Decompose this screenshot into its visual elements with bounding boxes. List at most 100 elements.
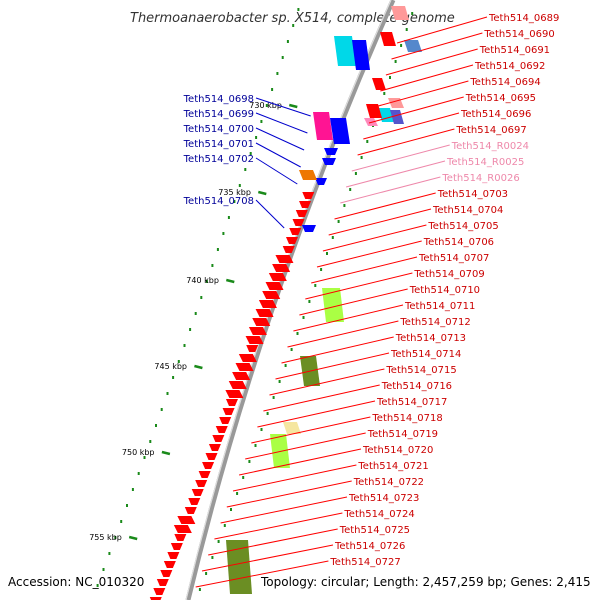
gene-feature (295, 210, 308, 217)
gene-feature (262, 291, 281, 299)
gene-feature (285, 237, 298, 244)
tick-dot (149, 440, 152, 443)
leader-line (374, 80, 469, 108)
gene-feature (173, 525, 192, 533)
gene-feature (163, 561, 176, 568)
tick-dot (260, 120, 263, 123)
gene-feature (248, 327, 267, 335)
gene-label: Teth514_0722 (353, 477, 424, 488)
gene-feature (235, 363, 254, 371)
gene-label: Teth514_0690 (483, 29, 554, 40)
gene-feature (170, 543, 183, 550)
tick-dot (326, 252, 328, 255)
gene-feature (299, 201, 312, 208)
tick-dot (211, 264, 214, 267)
gene-feature (174, 534, 187, 541)
gene-label: Teth514_0726 (334, 541, 405, 552)
gene-feature (225, 390, 244, 398)
gene-feature (388, 98, 404, 108)
gene-label: Teth514_0707 (418, 253, 489, 264)
gene-label: Teth514_0709 (413, 269, 484, 280)
leader-line (357, 128, 455, 156)
tick-dot (349, 188, 352, 191)
leader-line (380, 64, 474, 92)
gene-label: Teth514_0721 (357, 461, 428, 472)
leader-line (245, 432, 366, 460)
leader-line (351, 144, 450, 172)
tick-dot (233, 200, 236, 203)
gene-feature (265, 282, 284, 290)
gene-feature (352, 40, 370, 70)
tick-dot (238, 184, 241, 187)
gene-feature (222, 408, 235, 415)
leader-line (345, 160, 446, 188)
gene-feature (232, 372, 251, 380)
tick-dot (102, 568, 105, 571)
leader-line (255, 112, 308, 134)
kbp-tick (161, 450, 171, 456)
leader-line (328, 208, 432, 236)
gene-feature (177, 516, 196, 524)
tick-dot (302, 316, 305, 319)
leader-line (368, 96, 464, 124)
gene-feature (212, 435, 225, 442)
gene-feature (202, 462, 215, 469)
leader-line (281, 336, 394, 364)
tick-dot (166, 392, 169, 395)
tick-dot (337, 220, 340, 223)
gene-feature (372, 78, 386, 90)
gene-label: Teth514_0715 (385, 365, 456, 376)
leader-line (391, 32, 483, 60)
gene-labels: Teth514_0698 Teth514_0699 Teth514_0700 Teth… (183, 13, 560, 568)
topology-label: Topology: circular; Length: 2,457,259 bp… (260, 575, 591, 589)
gene-feature (275, 255, 294, 263)
gene-feature (378, 108, 394, 122)
gene-feature (246, 345, 259, 352)
gene-label: Teth514_0699 (183, 109, 254, 120)
leader-line (214, 512, 343, 540)
tick-dot (222, 232, 225, 235)
gene-feature (191, 489, 204, 496)
gene-label: Teth514_R0026 (441, 173, 519, 184)
tick-dot (272, 396, 275, 399)
gene-feature (198, 471, 211, 478)
gene-feature (390, 110, 404, 124)
tick-dot (205, 280, 208, 283)
gene-feature (299, 170, 317, 180)
gene-label: Teth514_0723 (348, 493, 419, 504)
leader-line (255, 97, 311, 117)
gene-feature (252, 318, 271, 326)
gene-label: Teth514_0704 (432, 205, 503, 216)
tick-dot (217, 540, 220, 543)
leader-line (269, 368, 385, 396)
gene-feature (215, 426, 228, 433)
gene-feature (167, 552, 180, 559)
gene-label: Teth514_0710 (409, 285, 480, 296)
tick-dot (227, 216, 230, 219)
gene-feature (245, 336, 264, 344)
tick-dot (183, 344, 186, 347)
gene-feature (322, 158, 336, 165)
tick-dot (281, 56, 284, 59)
gene-feature (391, 6, 409, 20)
gene-feature (302, 225, 316, 232)
gene-label: Teth514_0701 (183, 139, 254, 150)
gene-feature (226, 540, 252, 594)
tick-dot (296, 332, 299, 335)
gene-label: Teth514_0714 (390, 349, 461, 360)
tick-track (96, 8, 414, 591)
tick-dot (354, 172, 357, 175)
gene-label: Teth514_0697 (455, 125, 526, 136)
tick-dot (314, 284, 317, 287)
gene-label: Teth514_0703 (437, 189, 508, 200)
gene-feature (208, 444, 221, 451)
tick-dot (189, 328, 192, 331)
leader-line (226, 480, 352, 508)
tick-dot (271, 88, 274, 91)
gene-label: Teth514_0712 (399, 317, 470, 328)
gene-label: Teth514_0713 (395, 333, 466, 344)
gene-feature (160, 570, 173, 577)
tick-dot (137, 472, 140, 475)
kbp-tick (194, 364, 203, 370)
